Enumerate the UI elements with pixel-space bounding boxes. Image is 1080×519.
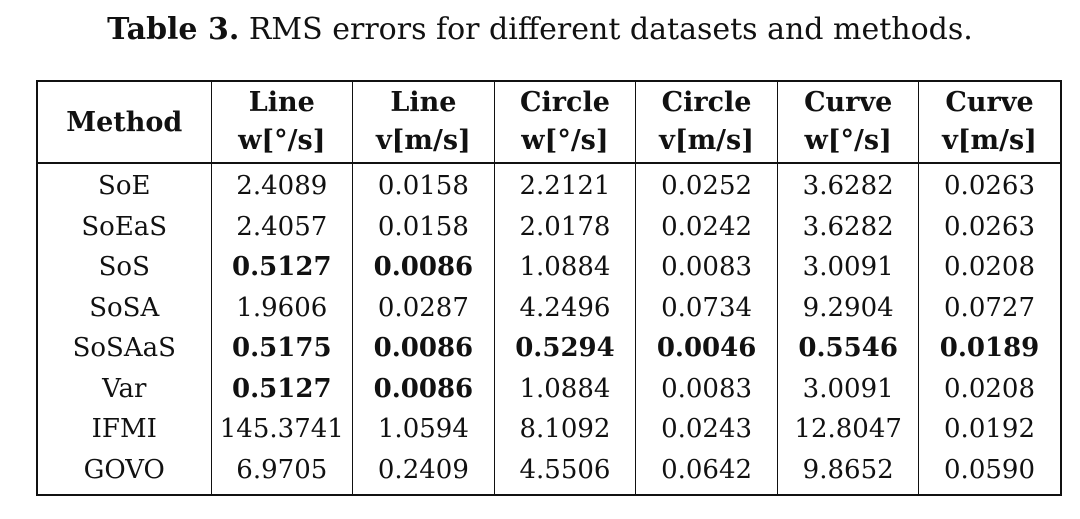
- method-name-cell: GOVO: [36, 449, 212, 495]
- value-cell: 0.0734: [635, 287, 778, 328]
- value-cell: 0.0083: [635, 368, 778, 409]
- header-row-groups: Method Line Line Circle Circle Curve Cur…: [36, 81, 1062, 164]
- value-cell: 1.0884: [493, 368, 637, 409]
- table-row: SoE 2.4089 0.0158 2.2121 0.0252 3.6282 0.0263: [36, 163, 1062, 207]
- value-cell: 1.9606: [210, 287, 354, 328]
- value-cell: 0.0287: [352, 287, 495, 328]
- value-cell: 0.5127: [210, 247, 354, 288]
- value-cell: 3.0091: [776, 247, 920, 288]
- table-row: Var 0.5127 0.0086 1.0884 0.0083 3.0091 0.0208: [36, 368, 1062, 409]
- value-cell: 9.8652: [776, 449, 920, 495]
- method-column-header: Method: [36, 81, 212, 164]
- column-group-header: Curve: [776, 81, 920, 122]
- column-group-header: Curve: [918, 81, 1062, 122]
- table-body: SoE 2.4089 0.0158 2.2121 0.0252 3.6282 0.0263 S…: [36, 163, 1062, 495]
- value-cell: 0.0158: [352, 206, 495, 247]
- table-header: Method Line Line Circle Circle Curve Cur…: [36, 81, 1062, 164]
- value-cell: 2.4089: [210, 163, 354, 207]
- value-cell: 4.5506: [493, 449, 637, 495]
- column-group-header: Line: [210, 81, 354, 122]
- table-row: SoSA 1.9606 0.0287 4.2496 0.0734 9.2904 0.0727: [36, 287, 1062, 328]
- caption-label: Table 3.: [107, 12, 240, 47]
- value-cell: 0.0590: [918, 449, 1062, 495]
- column-unit-header: v[m/s]: [635, 122, 778, 164]
- value-cell: 0.2409: [352, 449, 495, 495]
- column-group-header: Circle: [635, 81, 778, 122]
- table-row: IFMI 145.3741 1.0594 8.1092 0.0243 12.8047 0.0…: [36, 409, 1062, 450]
- value-cell: 0.0252: [635, 163, 778, 207]
- value-cell: 0.0086: [352, 247, 495, 288]
- column-group-header: Circle: [493, 81, 637, 122]
- value-cell: 0.0208: [918, 247, 1062, 288]
- column-group-header: Line: [352, 81, 495, 122]
- table-caption: Table 3. RMS errors for different datase…: [0, 12, 1080, 48]
- value-cell: 0.0263: [918, 206, 1062, 247]
- value-cell: 0.0208: [918, 368, 1062, 409]
- table-row: SoEaS 2.4057 0.0158 2.0178 0.0242 3.6282 0.026…: [36, 206, 1062, 247]
- value-cell: 2.0178: [493, 206, 637, 247]
- method-name-cell: SoE: [36, 163, 212, 207]
- value-cell: 0.5175: [210, 328, 354, 369]
- value-cell: 1.0594: [352, 409, 495, 450]
- value-cell: 12.8047: [776, 409, 920, 450]
- table-row: GOVO 6.9705 0.2409 4.5506 0.0642 9.8652 0.0590: [36, 449, 1062, 495]
- caption-text: RMS errors for different datasets and me…: [248, 12, 973, 47]
- table-row: SoSAaS 0.5175 0.0086 0.5294 0.0046 0.5546 0.01…: [36, 328, 1062, 369]
- column-unit-header: w[°/s]: [776, 122, 920, 164]
- value-cell: 0.5546: [776, 328, 920, 369]
- value-cell: 0.0642: [635, 449, 778, 495]
- header-row-units: w[°/s] v[m/s] w[°/s] v[m/s] w[°/s] v[m/s…: [37, 122, 1062, 164]
- value-cell: 0.0086: [352, 328, 495, 369]
- value-cell: 0.0242: [635, 206, 778, 247]
- method-name-cell: SoSAaS: [36, 328, 212, 369]
- value-cell: 145.3741: [210, 409, 354, 450]
- value-cell: 6.9705: [210, 449, 354, 495]
- value-cell: 0.0727: [918, 287, 1062, 328]
- method-name-cell: SoSA: [36, 287, 212, 328]
- value-cell: 9.2904: [776, 287, 920, 328]
- value-cell: 3.6282: [776, 163, 920, 207]
- table-row: SoS 0.5127 0.0086 1.0884 0.0083 3.0091 0.0208: [36, 247, 1062, 288]
- column-unit-header: v[m/s]: [352, 122, 495, 164]
- method-name-cell: IFMI: [36, 409, 212, 450]
- value-cell: 4.2496: [493, 287, 637, 328]
- value-cell: 0.5294: [493, 328, 637, 369]
- value-cell: 0.0086: [352, 368, 495, 409]
- column-unit-header: w[°/s]: [210, 122, 354, 164]
- column-unit-header: w[°/s]: [493, 122, 637, 164]
- rms-error-table: Method Line Line Circle Circle Curve Cur…: [36, 80, 1062, 496]
- method-name-cell: SoS: [36, 247, 212, 288]
- value-cell: 3.6282: [776, 206, 920, 247]
- value-cell: 0.0263: [918, 163, 1062, 207]
- value-cell: 1.0884: [493, 247, 637, 288]
- value-cell: 0.0083: [635, 247, 778, 288]
- value-cell: 0.0192: [918, 409, 1062, 450]
- value-cell: 0.5127: [210, 368, 354, 409]
- value-cell: 0.0243: [635, 409, 778, 450]
- value-cell: 2.4057: [210, 206, 354, 247]
- value-cell: 2.2121: [493, 163, 637, 207]
- column-unit-header: v[m/s]: [918, 122, 1062, 164]
- value-cell: 0.0158: [352, 163, 495, 207]
- value-cell: 8.1092: [493, 409, 637, 450]
- value-cell: 3.0091: [776, 368, 920, 409]
- value-cell: 0.0046: [635, 328, 778, 369]
- method-name-cell: Var: [36, 368, 212, 409]
- method-name-cell: SoEaS: [36, 206, 212, 247]
- value-cell: 0.0189: [918, 328, 1062, 369]
